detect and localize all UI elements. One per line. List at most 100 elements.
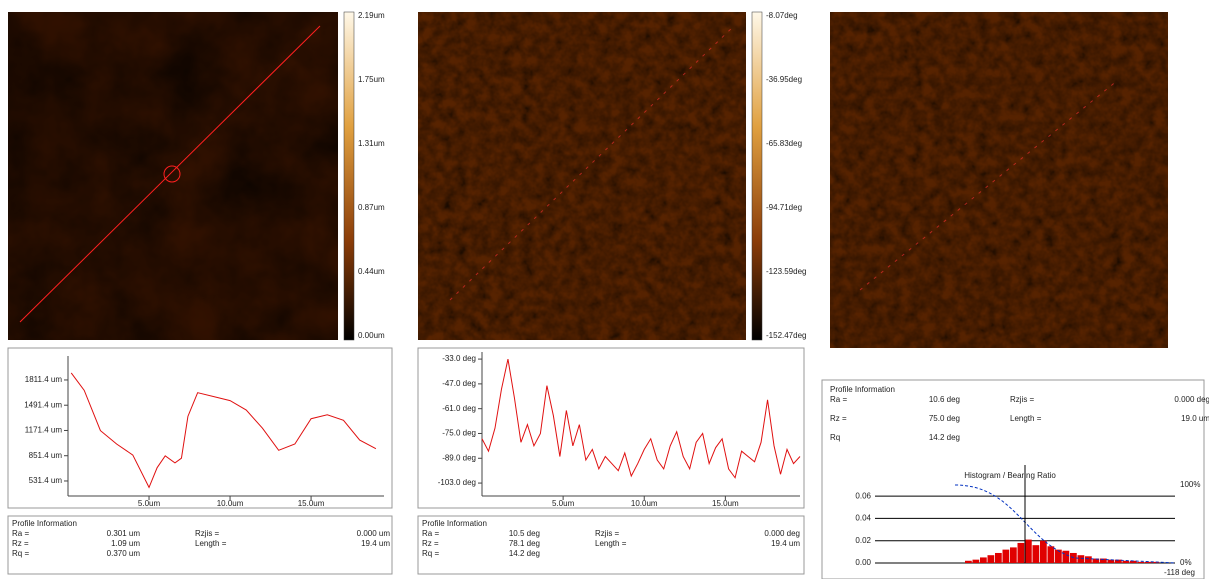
histogram-bar: [1017, 542, 1025, 563]
info-cell: 10.5 deg: [509, 529, 540, 538]
histogram-bar: [1145, 561, 1152, 563]
y-tick-label: 0.02: [855, 536, 871, 545]
histogram-bar: [1047, 546, 1055, 563]
profile-frame: [417, 347, 805, 509]
colorbar-label: -94.71deg: [766, 203, 802, 212]
histogram-bar: [1115, 559, 1122, 563]
info-cell: Rzjis =: [595, 529, 620, 538]
histogram-bar: [1092, 558, 1100, 563]
info-title: Profile Information: [12, 519, 77, 528]
y-tick-label: 0.00: [855, 558, 871, 567]
right-label: 0%: [1180, 558, 1192, 567]
info-cell: 19.4 um: [771, 539, 800, 548]
info-cell: Rq =: [422, 549, 439, 558]
histogram-bar: [1010, 547, 1017, 563]
right-label: 100%: [1180, 480, 1200, 489]
info-cell: 0.370 um: [107, 549, 141, 558]
info-cell: 0.000 deg: [764, 529, 800, 538]
y-tick-label: 1171.4 um: [25, 426, 63, 435]
image-height: [8, 12, 338, 340]
info-cell: 10.6 deg: [929, 395, 960, 404]
histogram-bar: [972, 559, 980, 563]
image-phase: [418, 12, 746, 340]
histogram-bar: [1062, 550, 1070, 563]
x-label: -118 deg: [1164, 568, 1195, 577]
histogram-bar: [965, 560, 972, 563]
histogram-bar: [1002, 549, 1010, 563]
histogram-bar: [1107, 559, 1115, 563]
colorbar-label: -36.95deg: [766, 75, 802, 84]
y-tick-label: -61.0 deg: [442, 404, 476, 413]
info-title: Profile Information: [422, 519, 487, 528]
info-cell: 19.0 um: [1181, 414, 1209, 423]
profile-line: [481, 358, 801, 479]
info-cell: 14.2 deg: [509, 549, 540, 558]
x-tick-label: 15.0um: [298, 499, 325, 508]
y-tick-label: 0.06: [855, 491, 871, 500]
info-cell: Ra =: [422, 529, 439, 538]
info-cell: Ra =: [12, 529, 29, 538]
histogram-bar: [995, 552, 1002, 563]
y-tick-label: 0.04: [855, 514, 871, 523]
colorbar-label: 2.19um: [358, 11, 385, 20]
y-tick-label: 1491.4 um: [24, 400, 62, 409]
info-cell: 0.301 um: [107, 529, 141, 538]
histogram-bar: [1130, 560, 1137, 563]
x-tick-label: 15.0um: [712, 499, 739, 508]
y-tick-label: -89.0 deg: [442, 453, 476, 462]
histogram-bar: [1040, 540, 1047, 563]
colorbar-label: 1.31um: [358, 139, 385, 148]
info-cell: Rz =: [830, 414, 847, 423]
y-tick-label: 851.4 um: [29, 451, 63, 460]
info-cell: Rz =: [422, 539, 439, 548]
info-cell: 75.0 deg: [929, 414, 960, 423]
y-tick-label: -75.0 deg: [442, 429, 476, 438]
info-cell: Ra =: [830, 395, 847, 404]
info-cell: Rq: [830, 433, 840, 442]
bearing-curve: [954, 484, 1176, 564]
info-title: Profile Information: [830, 385, 895, 394]
x-tick-label: 5.0um: [552, 499, 575, 508]
info-cell: Length =: [195, 539, 227, 548]
image-phase-2: [830, 12, 1168, 348]
info-cell: Rzjis =: [195, 529, 220, 538]
info-frame: [417, 515, 805, 575]
colorbar-label: 0.87um: [358, 203, 385, 212]
histogram-bar: [1122, 560, 1130, 563]
info-cell: Length =: [595, 539, 627, 548]
colorbar-label: -123.59deg: [766, 267, 806, 276]
y-tick-label: -103.0 deg: [438, 478, 476, 487]
profile-line: [70, 372, 377, 489]
colorbar-label: -8.07deg: [766, 11, 798, 20]
y-tick-label: 1811.4 um: [25, 375, 63, 384]
y-tick-label: -33.0 deg: [442, 354, 476, 363]
colorbar-label: -152.47deg: [766, 331, 806, 340]
histogram-bar: [1077, 555, 1085, 563]
histogram-bar: [1100, 558, 1107, 563]
info-cell: 19.4 um: [361, 539, 390, 548]
histogram-bar: [987, 555, 995, 563]
histogram-bar: [1055, 549, 1062, 563]
x-tick-label: 5.0um: [138, 499, 161, 508]
x-tick-label: 10.0um: [631, 499, 658, 508]
histogram-bar: [1025, 539, 1032, 563]
profile-frame: [7, 347, 393, 509]
info-cell: Length =: [1010, 414, 1042, 423]
colorbar: [343, 11, 355, 341]
info-cell: 0.000 deg: [1174, 395, 1209, 404]
y-tick-label: 531.4 um: [29, 476, 63, 485]
colorbar-label: 0.44um: [358, 267, 385, 276]
colorbar-label: 1.75um: [358, 75, 385, 84]
histogram-bar: [1137, 561, 1145, 563]
info-cell: 0.000 um: [357, 529, 391, 538]
histogram-title: Histogram / Bearing Ratio: [964, 471, 1056, 480]
histogram-bar: [1032, 545, 1040, 563]
histogram-bar: [1085, 556, 1092, 563]
info-cell: 78.1 deg: [509, 539, 540, 548]
y-tick-label: -47.0 deg: [442, 379, 476, 388]
colorbar: [751, 11, 763, 341]
info-cell: 1.09 um: [111, 539, 140, 548]
info-cell: 14.2 deg: [929, 433, 960, 442]
x-tick-label: 10.0um: [217, 499, 244, 508]
